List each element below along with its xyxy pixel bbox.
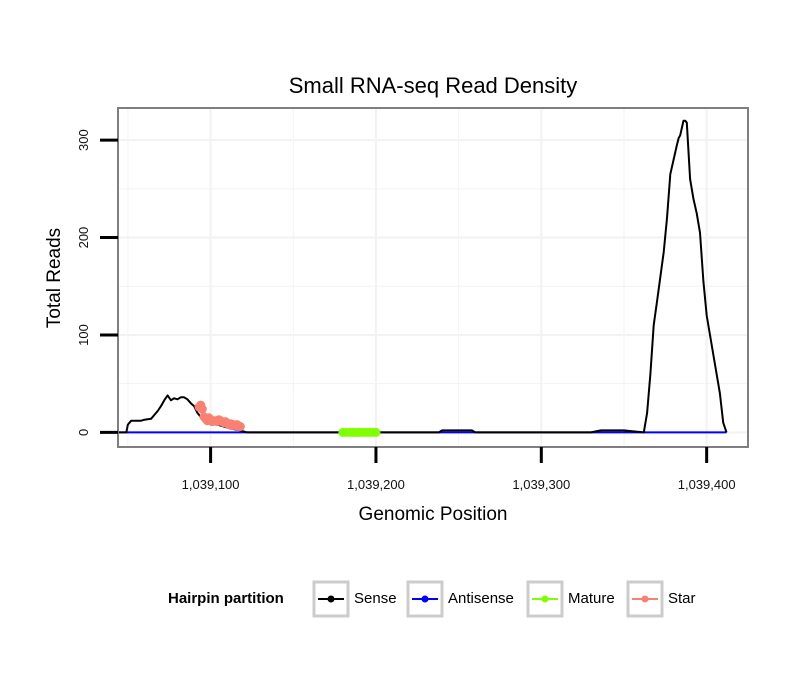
y-tick-label: 300 bbox=[76, 129, 91, 151]
data-marks bbox=[118, 119, 728, 437]
legend-point-mature bbox=[541, 595, 549, 603]
legend-title: Hairpin partition bbox=[168, 590, 284, 607]
x-tick-label: 1,039,400 bbox=[678, 477, 736, 492]
legend-label-antisense: Antisense bbox=[448, 590, 514, 607]
star-point bbox=[235, 422, 245, 432]
x-axis-title: Genomic Position bbox=[359, 504, 508, 525]
legend: Hairpin partition Sense Antisense Mature St… bbox=[168, 580, 696, 618]
y-tick-label: 100 bbox=[76, 324, 91, 346]
legend-label-star: Star bbox=[668, 590, 696, 607]
x-tick-label: 1,039,300 bbox=[512, 477, 570, 492]
plot-area bbox=[118, 108, 748, 447]
legend-point-sense bbox=[327, 595, 335, 603]
chart-title: Small RNA-seq Read Density bbox=[289, 73, 578, 98]
star-point bbox=[197, 404, 207, 414]
sense-series-line bbox=[118, 119, 728, 434]
x-tick-label: 1,039,200 bbox=[347, 477, 405, 492]
y-tick-label: 0 bbox=[76, 429, 91, 436]
plot-background bbox=[118, 108, 748, 447]
legend-point-antisense bbox=[421, 595, 429, 603]
plot-border bbox=[117, 107, 749, 448]
y-axis-title: Total Reads bbox=[44, 228, 65, 328]
plot-frame bbox=[117, 107, 749, 448]
legend-label-sense: Sense bbox=[354, 590, 397, 607]
mature-point bbox=[371, 427, 381, 437]
y-axis: 0 100 200 300 bbox=[76, 129, 118, 436]
legend-label-mature: Mature bbox=[568, 590, 615, 607]
x-tick-label: 1,039,100 bbox=[182, 477, 240, 492]
legend-point-star bbox=[641, 595, 649, 603]
y-tick-label: 200 bbox=[76, 227, 91, 249]
x-axis: 1,039,100 1,039,200 1,039,300 1,039,400 bbox=[182, 447, 736, 492]
